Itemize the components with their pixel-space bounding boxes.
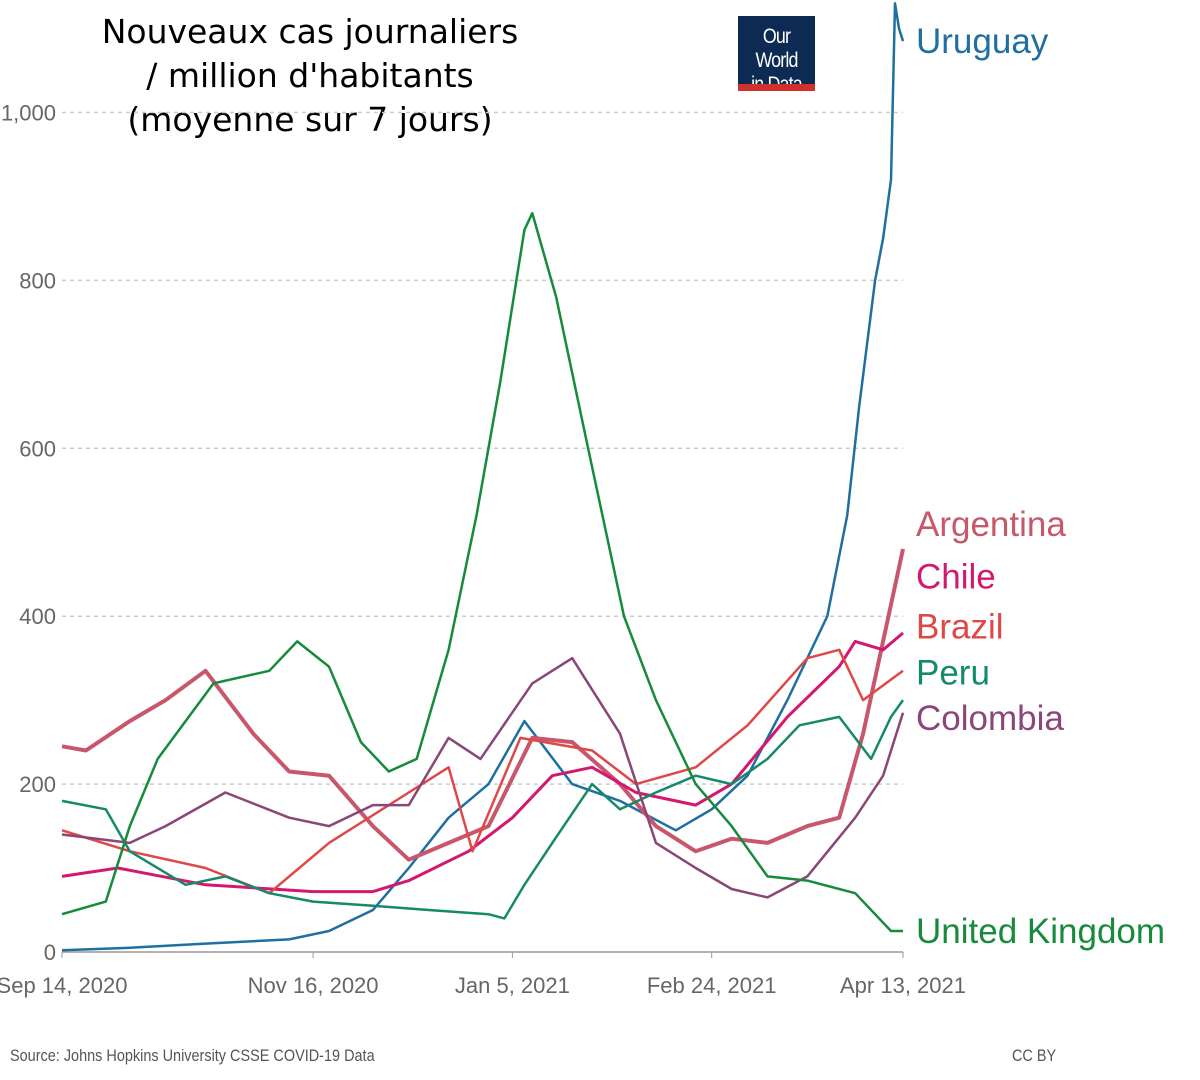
x-tick-label: Feb 24, 2021 [647,973,777,998]
series-label-brazil: Brazil [916,607,1004,646]
title-line: / million d'habitants [146,56,474,95]
y-tick-label: 200 [19,772,56,797]
y-tick-label: 0 [44,940,56,965]
chart-title: Nouveaux cas journaliers / million d'hab… [60,10,560,142]
y-tick-label: 600 [19,436,56,461]
series-line-brazil [61,648,904,895]
y-tick-label: 400 [19,604,56,629]
x-tick-label: Apr 13, 2021 [840,973,966,998]
x-tick-label: Sep 14, 2020 [0,973,127,998]
series-label-united-kingdom: United Kingdom [916,912,1165,951]
source-note: Source: Johns Hopkins University CSSE CO… [10,1046,375,1065]
series-line-chile [61,631,904,894]
x-tick-label: Nov 16, 2020 [248,973,379,998]
logo-line: Our World [755,25,798,72]
series-line-argentina [61,548,905,862]
y-tick-label: 1,000 [1,101,56,126]
title-line: (moyenne sur 7 jours) [127,100,493,139]
series-label-uruguay: Uruguay [916,22,1049,61]
x-tick-label: Jan 5, 2021 [455,973,570,998]
series-line-colombia [61,656,905,899]
series-label-chile: Chile [916,558,996,597]
owid-logo[interactable]: Our Worldin Data [738,16,815,96]
license-link[interactable]: CC BY [1012,1046,1057,1065]
y-tick-label: 800 [19,268,56,293]
series-line-united-kingdom [61,211,903,933]
series-line-uruguay [61,2,905,952]
series-label-colombia: Colombia [916,699,1064,738]
series-label-argentina: Argentina [916,505,1066,544]
title-line: Nouveaux cas journaliers [101,12,519,51]
series-label-peru: Peru [916,653,990,692]
series-line-peru [61,699,905,920]
